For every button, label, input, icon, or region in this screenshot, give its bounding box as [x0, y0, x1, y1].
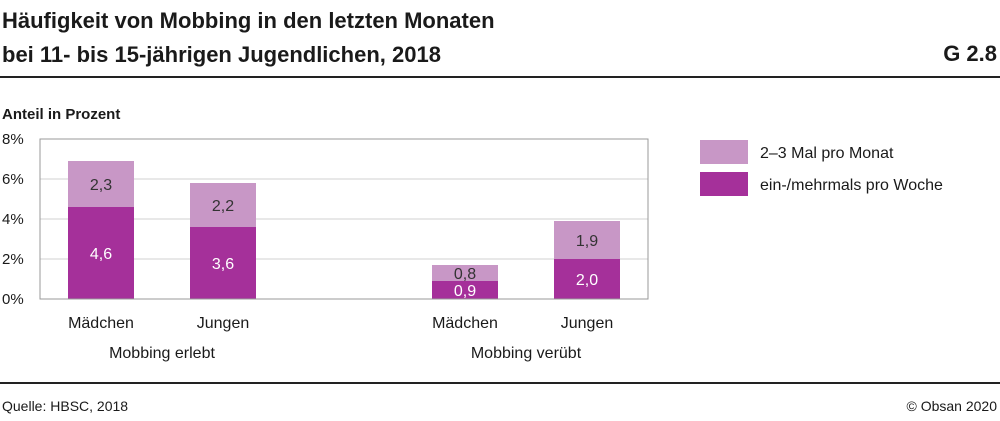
- y-axis-label: Anteil in Prozent: [2, 106, 120, 123]
- title-line-2: bei 11- bis 15-jährigen Jugendlichen, 20…: [2, 42, 441, 67]
- data-label: 2,0: [576, 272, 598, 289]
- bar-segment-monthly: [68, 161, 134, 207]
- bar-segment-monthly: [432, 265, 498, 281]
- bar-segment-weekly: [554, 259, 620, 299]
- data-label: 2,3: [90, 177, 112, 194]
- source-note: Quelle: HBSC, 2018: [2, 398, 129, 414]
- bar-segment-monthly: [554, 221, 620, 259]
- figure-code: G 2.8: [943, 41, 997, 66]
- x-tick-label: Mädchen: [68, 315, 134, 332]
- legend-item-monthly-label: 2–3 Mal pro Monat: [760, 145, 894, 162]
- data-label: 3,6: [212, 256, 234, 273]
- bar-segment-weekly: [190, 227, 256, 299]
- bar-segment-weekly: [432, 281, 498, 299]
- group-label: Mobbing erlebt: [109, 345, 215, 362]
- legend-item-monthly-swatch: [700, 140, 748, 164]
- bar-segment-weekly: [68, 207, 134, 299]
- x-tick-label: Jungen: [561, 315, 614, 332]
- data-label: 0,8: [454, 266, 476, 283]
- data-label: 2,2: [212, 198, 234, 215]
- stacked-bar-chart: Anteil in Prozent 4,6 2,3 3,6 2,2 0,90,8 2,0 1…: [2, 106, 943, 362]
- chart-title: Häufigkeit von Mobbing in den letzten Mo…: [2, 4, 495, 72]
- x-tick-label: Mädchen: [432, 315, 498, 332]
- y-tick-label: 4%: [2, 211, 24, 228]
- data-label: 4,6: [90, 246, 112, 263]
- legend-item-weekly-swatch: [700, 172, 748, 196]
- legend-item-weekly-label: ein-/mehrmals pro Woche: [760, 177, 943, 194]
- plot-frame: [39, 138, 649, 300]
- copyright-note: © Obsan 2020: [906, 398, 998, 414]
- group-label: Mobbing verübt: [471, 345, 582, 362]
- bar-segment-monthly: [190, 183, 256, 227]
- y-tick-label: 2%: [2, 251, 24, 268]
- data-label: 0,9: [454, 283, 476, 300]
- data-label: 1,9: [576, 233, 598, 250]
- title-line-1: Häufigkeit von Mobbing in den letzten Mo…: [2, 8, 495, 33]
- y-tick-label: 0%: [2, 291, 24, 308]
- footer-divider: [0, 382, 1000, 384]
- y-tick-label: 6%: [2, 171, 24, 188]
- header-divider: [0, 76, 1000, 78]
- y-tick-label: 8%: [2, 131, 24, 148]
- x-tick-label: Jungen: [197, 315, 250, 332]
